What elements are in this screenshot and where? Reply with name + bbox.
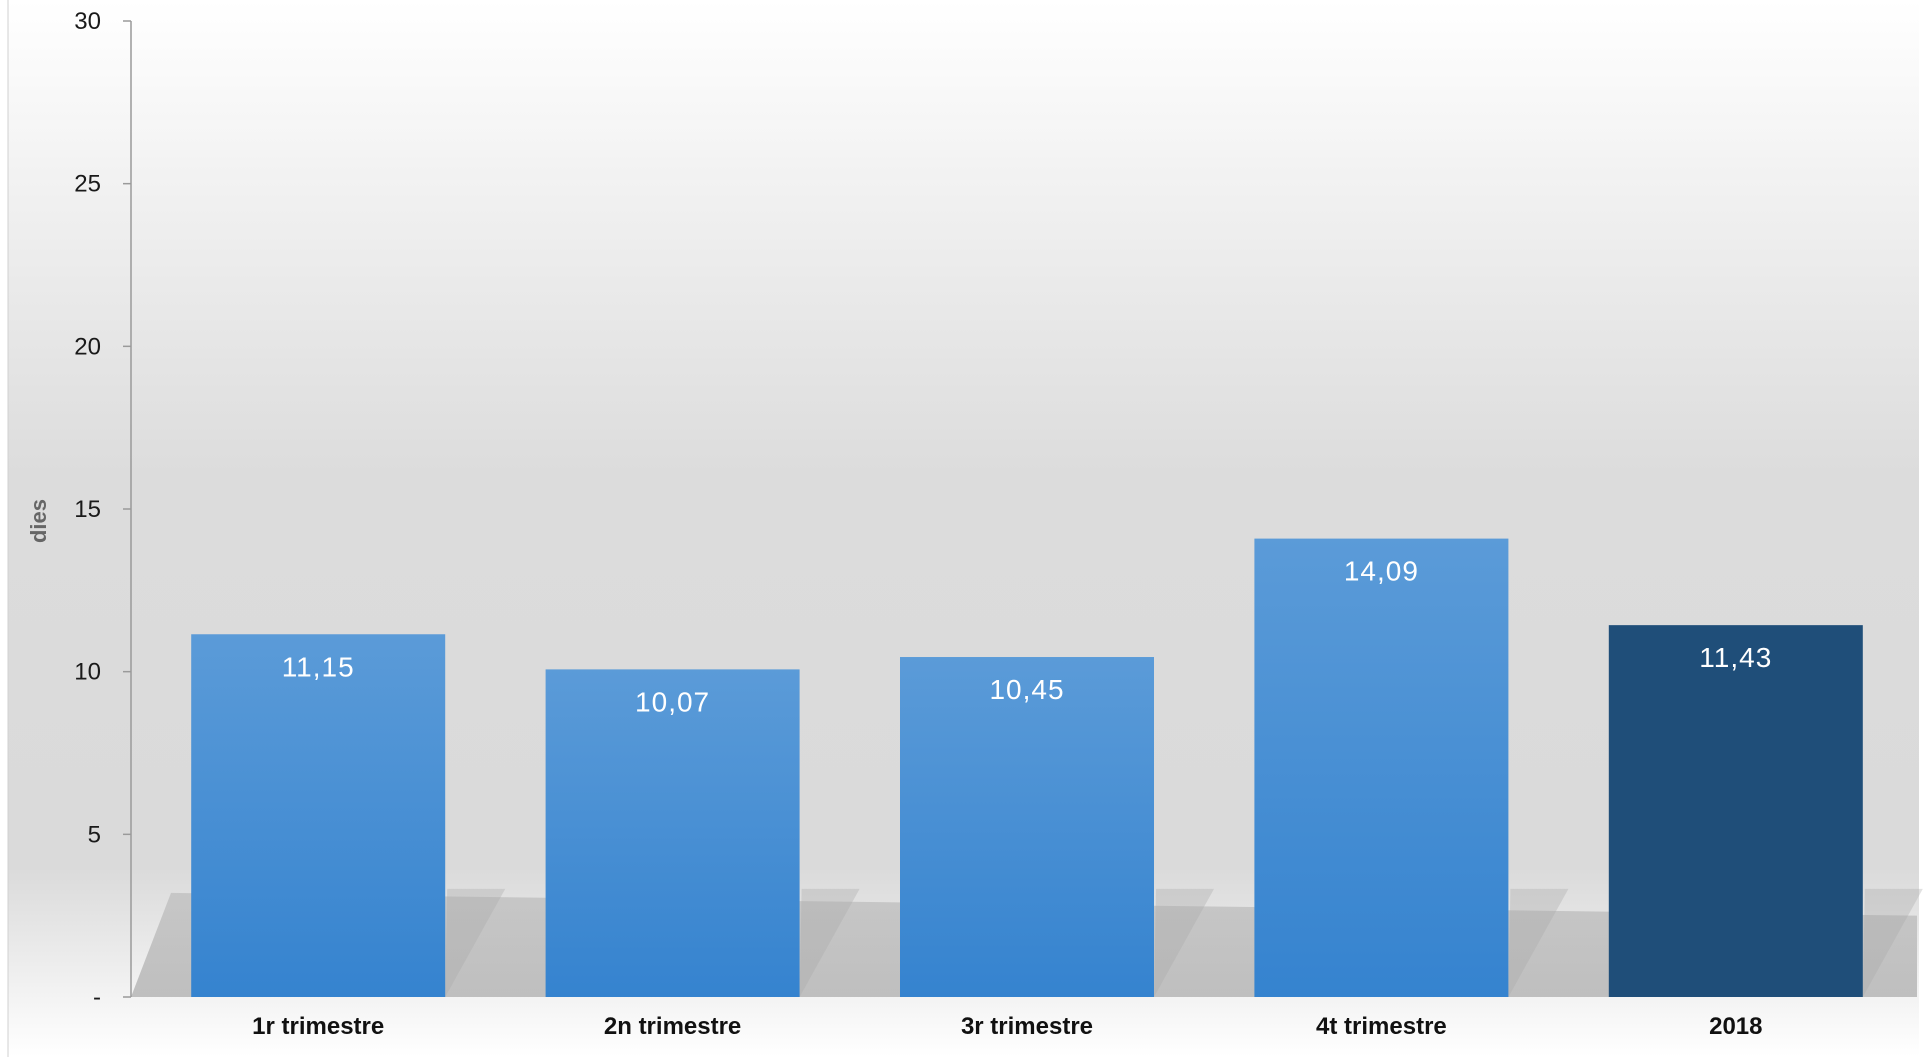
y-tick-label: 25 <box>74 171 101 198</box>
x-category-label: 1r trimestre <box>252 1013 384 1040</box>
bar <box>1254 538 1509 997</box>
x-category-label: 2018 <box>1709 1013 1762 1040</box>
y-tick-label: 10 <box>74 659 101 686</box>
y-tick-label: 15 <box>74 496 101 523</box>
bar-shadow <box>445 888 506 997</box>
bar <box>900 657 1154 997</box>
bar-shadow <box>799 888 860 997</box>
y-axis-title: dies <box>26 499 51 543</box>
y-tick-label: 30 <box>74 8 101 35</box>
y-tick-label: - <box>93 984 101 1011</box>
bar-value-label: 10,07 <box>635 686 710 717</box>
x-category-label: 4t trimestre <box>1316 1013 1447 1040</box>
bar <box>1608 625 1863 997</box>
bar <box>545 669 800 997</box>
bar-shadow <box>1154 888 1214 997</box>
y-tick-label: 20 <box>74 333 101 360</box>
bar-value-label: 14,09 <box>1344 556 1419 587</box>
bars <box>191 538 1863 997</box>
bar-shadow <box>1862 888 1923 997</box>
x-category-label: 2n trimestre <box>604 1013 741 1040</box>
x-category-label: 3r trimestre <box>961 1013 1093 1040</box>
y-axis: - 5 10 15 20 25 30 dies <box>26 8 132 1011</box>
y-tick-label: 5 <box>88 821 101 848</box>
bar <box>191 634 446 997</box>
bar-shadow <box>1508 888 1569 997</box>
bar-value-label: 11,15 <box>282 651 355 682</box>
bar-value-label: 10,45 <box>989 674 1064 705</box>
labels: 11,15 1r trimestre 10,07 2n trimestre 10,45 3… <box>252 556 1772 1040</box>
bar-value-label: 11,43 <box>1699 642 1772 673</box>
